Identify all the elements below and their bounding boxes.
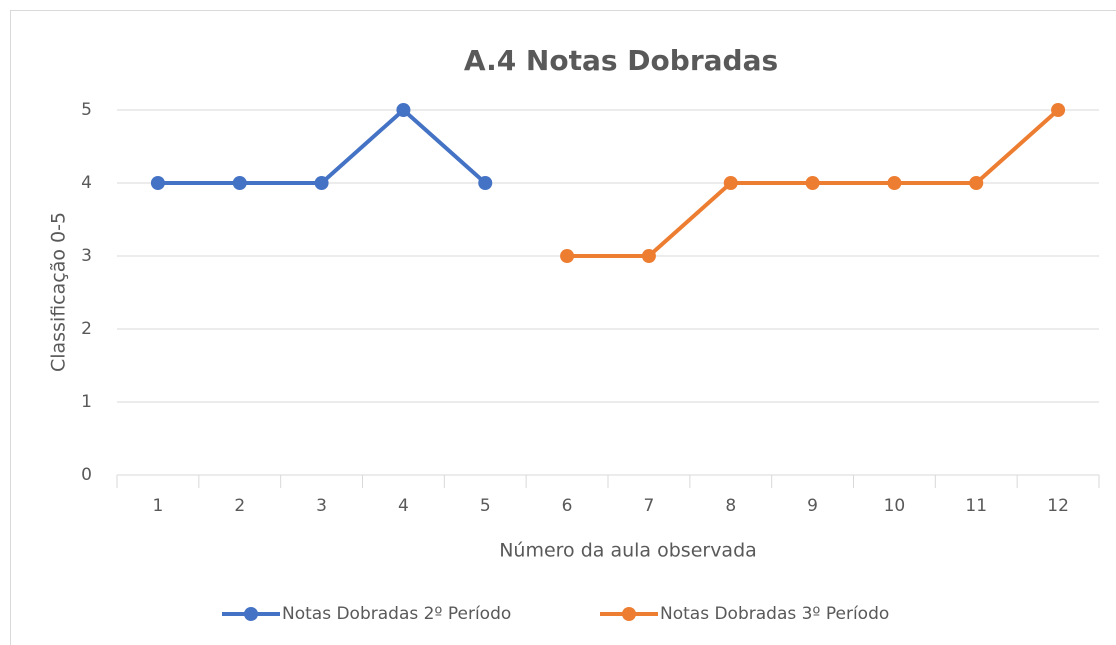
x-tick-label: 1 <box>153 496 164 516</box>
point-marker <box>560 249 575 263</box>
x-tick-label: 8 <box>725 496 736 516</box>
x-tick-label: 11 <box>965 496 987 516</box>
point-marker <box>396 103 411 117</box>
point-marker <box>641 249 656 263</box>
chart-border <box>10 10 1116 645</box>
x-tick-label: 6 <box>562 496 573 516</box>
x-tick-label: 3 <box>316 496 327 516</box>
legend-marker <box>622 607 636 621</box>
x-tick-label: 5 <box>480 496 491 516</box>
x-tick-label: 10 <box>884 496 906 516</box>
legend-marker <box>244 607 258 621</box>
x-tick-label: 4 <box>398 496 409 516</box>
x-tick-label: 9 <box>807 496 818 516</box>
legend-label: Notas Dobradas 2º Período <box>282 604 511 624</box>
y-tick-label: 2 <box>81 319 92 339</box>
legend-label: Notas Dobradas 3º Período <box>660 604 889 624</box>
x-axis-label: Número da aula observada <box>499 540 757 562</box>
point-marker <box>805 176 820 190</box>
point-marker <box>150 176 165 190</box>
y-tick-label: 1 <box>81 392 92 412</box>
point-marker <box>478 176 493 190</box>
y-tick-label: 0 <box>81 465 92 485</box>
y-axis-label: Classificação 0-5 <box>48 212 70 372</box>
point-marker <box>232 176 247 190</box>
y-tick-label: 5 <box>81 100 92 120</box>
chart-title: A.4 Notas Dobradas <box>464 44 778 77</box>
point-marker <box>723 176 738 190</box>
x-tick-label: 7 <box>644 496 655 516</box>
point-marker <box>887 176 902 190</box>
point-marker <box>969 176 984 190</box>
x-tick-label: 2 <box>234 496 245 516</box>
y-tick-label: 3 <box>81 246 92 266</box>
x-tick-label: 12 <box>1047 496 1069 516</box>
y-tick-label: 4 <box>81 173 92 193</box>
point-marker <box>314 176 329 190</box>
point-marker <box>1051 103 1066 117</box>
